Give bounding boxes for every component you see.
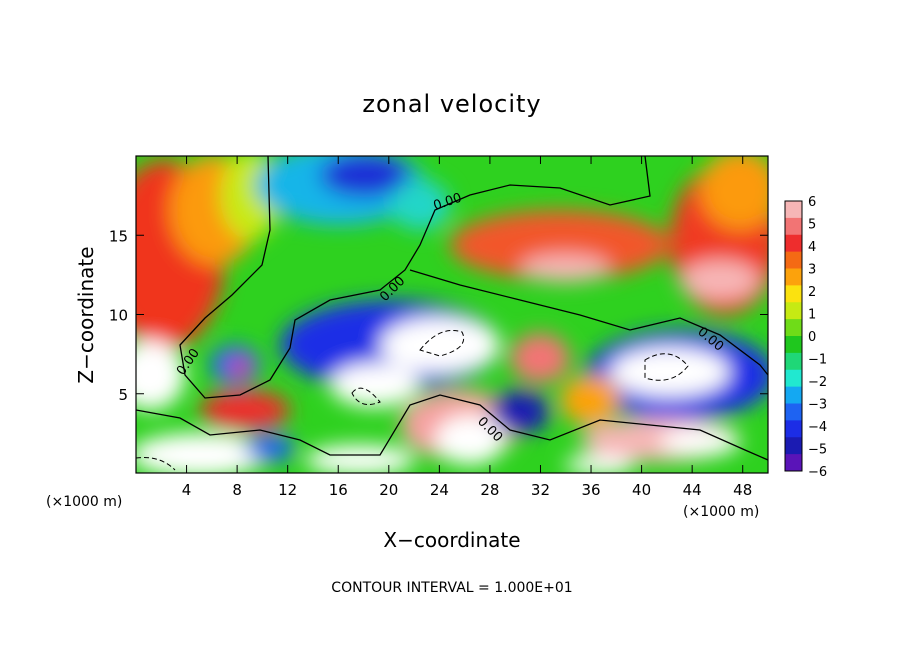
x-unit-left: (×1000 m) — [46, 494, 122, 510]
x-axis: 4 8 12 16 20 24 28 32 36 40 44 48 — [182, 156, 752, 499]
colorbar-swatch-8 — [785, 336, 802, 354]
heatmap-field — [136, 156, 768, 473]
x-tick-label-2: 12 — [278, 481, 297, 499]
x-tick-label-0: 4 — [182, 481, 192, 499]
colorbar-tick-11: −5 — [808, 443, 827, 458]
colorbar-tick-5: 1 — [808, 308, 816, 323]
y-tick-label-2: 15 — [109, 227, 128, 245]
x-tick-label-10: 44 — [683, 481, 702, 499]
y-tick-label-0: 5 — [118, 386, 128, 404]
colorbar-swatch-13 — [785, 420, 802, 438]
colorbar-tick-8: −2 — [808, 375, 827, 390]
colorbar-swatch-3 — [785, 251, 802, 269]
contour-zero-right — [409, 269, 768, 376]
contour-dashed-3 — [644, 353, 689, 381]
colorbar-swatch-10 — [785, 369, 802, 388]
x-axis-label: X−coordinate — [383, 528, 520, 552]
chart-title: zonal velocity — [362, 90, 541, 118]
y-axis: 5 10 15 — [109, 227, 768, 404]
colorbar-swatch-7 — [785, 319, 802, 337]
x-tick-label-9: 40 — [632, 481, 651, 499]
field-blobs — [136, 156, 768, 473]
colorbar-tick-0: 6 — [808, 195, 816, 210]
contour-dashed-1 — [419, 330, 465, 357]
y-tick-label-1: 10 — [109, 307, 128, 325]
x-tick-label-1: 8 — [232, 481, 242, 499]
colorbar-tick-9: −3 — [808, 398, 827, 413]
contour-zero-lower — [136, 394, 768, 461]
colorbar-tick-12: −6 — [808, 465, 827, 480]
colorbar-swatch-14 — [785, 437, 802, 455]
colorbar-swatch-0 — [785, 201, 802, 219]
colorbar-tick-1: 5 — [808, 218, 816, 233]
colorbar: 6 5 4 3 2 1 0 −1 −2 −3 −4 −5 −6 — [784, 195, 827, 480]
colorbar-swatch-11 — [785, 386, 802, 404]
x-unit-right: (×1000 m) — [683, 504, 759, 520]
colorbar-swatch-1 — [785, 217, 802, 236]
contour-dashed-2 — [351, 387, 381, 405]
x-tick-label-11: 48 — [733, 481, 752, 499]
colorbar-swatch-12 — [785, 403, 802, 421]
colorbar-tick-3: 3 — [808, 263, 816, 278]
contour-dashed-4 — [136, 457, 176, 471]
colorbar-tick-6: 0 — [808, 330, 816, 345]
colorbar-swatch-15 — [785, 454, 802, 472]
x-tick-label-4: 20 — [379, 481, 398, 499]
colorbar-swatch-9 — [785, 352, 802, 371]
colorbar-swatch-5 — [785, 285, 802, 303]
colorbar-swatch-4 — [785, 268, 802, 286]
x-tick-label-3: 16 — [329, 481, 348, 499]
y-axis-label: Z−coordinate — [74, 246, 98, 383]
colorbar-swatch-2 — [785, 234, 802, 253]
x-tick-label-7: 32 — [531, 481, 550, 499]
x-tick-label-6: 28 — [480, 481, 499, 499]
colorbar-tick-4: 2 — [808, 285, 816, 300]
colorbar-tick-7: −1 — [808, 353, 827, 368]
contour-interval-note: CONTOUR INTERVAL = 1.000E+01 — [331, 580, 572, 596]
colorbar-tick-10: −4 — [808, 420, 827, 435]
colorbar-frame — [784, 200, 803, 472]
x-tick-label-5: 24 — [430, 481, 449, 499]
colorbar-tick-2: 4 — [808, 240, 816, 255]
x-tick-label-8: 36 — [581, 481, 600, 499]
contour-zero-left — [179, 156, 651, 399]
colorbar-swatch-6 — [785, 302, 802, 320]
